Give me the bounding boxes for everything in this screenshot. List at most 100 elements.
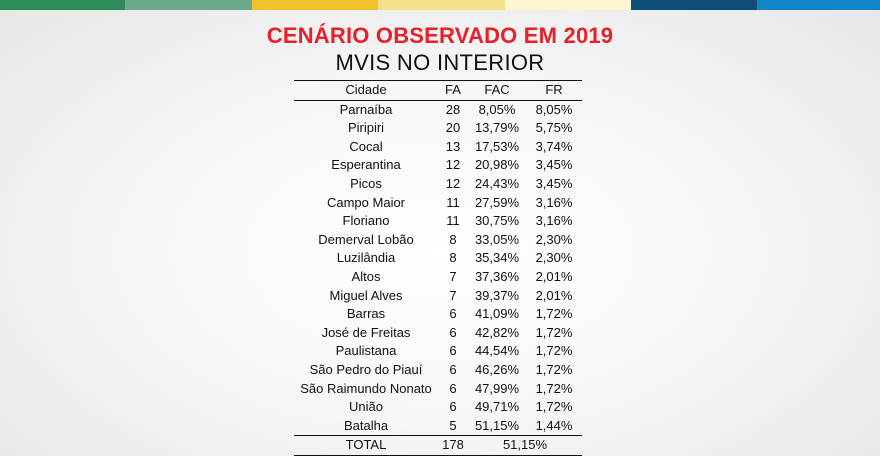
cell-fac: 42,82% bbox=[474, 324, 520, 340]
cell-fa: 12 bbox=[445, 175, 461, 191]
cell-fac: 41,09% bbox=[474, 306, 520, 322]
table-row: União 6 49,71% 1,72% bbox=[294, 398, 582, 417]
cell-fa: 6 bbox=[449, 380, 457, 396]
total-value: 51,15% bbox=[468, 435, 582, 456]
cell-fr: 2,01% bbox=[535, 287, 573, 303]
cell-fac: 27,59% bbox=[474, 194, 520, 210]
cell-fac: 13,79% bbox=[474, 120, 520, 136]
cell-city: Batalha bbox=[343, 417, 389, 433]
cell-city: São Pedro do Piauí bbox=[309, 361, 423, 377]
cell-fr: 3,74% bbox=[535, 138, 573, 154]
header-fac: FAC bbox=[468, 80, 526, 101]
page-title: CENÁRIO OBSERVADO EM 2019 bbox=[266, 23, 614, 48]
cell-city: Altos bbox=[351, 268, 381, 284]
top-bar-segment bbox=[378, 0, 505, 10]
table-header-row: Cidade FA FAC FR bbox=[294, 80, 582, 101]
cell-city: Cocal bbox=[349, 138, 383, 154]
top-bar-segment bbox=[0, 0, 125, 10]
cell-city: Luzilândia bbox=[336, 250, 396, 266]
table-row: São Raimundo Nonato 6 47,99% 1,72% bbox=[294, 380, 582, 399]
cell-fr: 1,72% bbox=[535, 324, 573, 340]
cell-fa: 20 bbox=[445, 120, 461, 136]
total-row: TOTAL 178 51,15% bbox=[294, 435, 582, 456]
cell-city: São Raimundo Nonato bbox=[300, 380, 432, 396]
cell-fa: 8 bbox=[449, 250, 457, 266]
page-subtitle: MVIS NO INTERIOR bbox=[335, 50, 545, 75]
cell-fr: 3,45% bbox=[535, 175, 573, 191]
cell-fac: 33,05% bbox=[474, 231, 520, 247]
cell-fac: 44,54% bbox=[474, 343, 520, 359]
frequency-table: Cidade FA FAC FR Parnaíba 28 8,05% 8,05% Pir… bbox=[294, 80, 582, 456]
cell-fa: 7 bbox=[449, 268, 457, 284]
table-row: Cocal 13 17,53% 3,74% bbox=[294, 138, 582, 157]
cell-city: Demerval Lobão bbox=[318, 231, 414, 247]
cell-city: Miguel Alves bbox=[329, 287, 403, 303]
total-label: TOTAL bbox=[294, 435, 438, 456]
cell-fr: 2,30% bbox=[535, 250, 573, 266]
table-row: Parnaíba 28 8,05% 8,05% bbox=[294, 100, 582, 119]
table-row: Picos 12 24,43% 3,45% bbox=[294, 175, 582, 194]
header-city: Cidade bbox=[294, 80, 438, 101]
cell-fac: 46,26% bbox=[474, 361, 520, 377]
table-row: São Pedro do Piauí 6 46,26% 1,72% bbox=[294, 361, 582, 380]
table-row: Barras 6 41,09% 1,72% bbox=[294, 305, 582, 324]
table-row: Altos 7 37,36% 2,01% bbox=[294, 268, 582, 287]
cell-fa: 6 bbox=[449, 324, 457, 340]
cell-city: Picos bbox=[350, 175, 382, 191]
cell-fac: 8,05% bbox=[478, 101, 516, 117]
cell-fr: 3,16% bbox=[535, 213, 573, 229]
cell-fac: 51,15% bbox=[474, 417, 520, 433]
cell-fr: 2,01% bbox=[535, 268, 573, 284]
cell-fr: 8,05% bbox=[535, 101, 573, 117]
cell-fr: 1,72% bbox=[535, 343, 573, 359]
cell-fa: 7 bbox=[449, 287, 457, 303]
cell-city: Esperantina bbox=[331, 157, 401, 173]
table-body: Parnaíba 28 8,05% 8,05% Piripiri 20 13,79% 5,75… bbox=[294, 100, 582, 436]
cell-fac: 20,98% bbox=[474, 157, 520, 173]
table-row: Demerval Lobão 8 33,05% 2,30% bbox=[294, 231, 582, 250]
cell-city: Parnaíba bbox=[339, 101, 393, 117]
cell-fa: 28 bbox=[445, 101, 461, 117]
table-row: José de Freitas 6 42,82% 1,72% bbox=[294, 324, 582, 343]
table-row: Piripiri 20 13,79% 5,75% bbox=[294, 119, 582, 138]
top-color-bar bbox=[0, 0, 880, 10]
cell-fr: 1,44% bbox=[535, 417, 573, 433]
cell-fa: 5 bbox=[449, 417, 457, 433]
cell-fac: 37,36% bbox=[474, 268, 520, 284]
top-bar-segment bbox=[505, 0, 631, 10]
cell-fac: 49,71% bbox=[474, 399, 520, 415]
table-row: Campo Maior 11 27,59% 3,16% bbox=[294, 194, 582, 213]
cell-fa: 11 bbox=[446, 213, 460, 229]
cell-fr: 1,72% bbox=[535, 380, 573, 396]
cell-fa: 12 bbox=[445, 157, 461, 173]
cell-city: Campo Maior bbox=[326, 194, 406, 210]
cell-fa: 6 bbox=[449, 306, 457, 322]
top-bar-segment bbox=[631, 0, 757, 10]
cell-city: Piripiri bbox=[347, 120, 385, 136]
cell-city: José de Freitas bbox=[321, 324, 411, 340]
header-fr: FR bbox=[526, 80, 582, 101]
cell-fac: 30,75% bbox=[474, 213, 520, 229]
table-row: Luzilândia 8 35,34% 2,30% bbox=[294, 249, 582, 268]
cell-fa: 13 bbox=[445, 138, 461, 154]
cell-fa: 8 bbox=[449, 231, 457, 247]
cell-fac: 24,43% bbox=[474, 175, 520, 191]
cell-fac: 17,53% bbox=[474, 138, 520, 154]
cell-fa: 6 bbox=[449, 399, 457, 415]
table-row: Esperantina 12 20,98% 3,45% bbox=[294, 156, 582, 175]
cell-city: Paulistana bbox=[335, 343, 397, 359]
header-fa: FA bbox=[438, 80, 468, 101]
cell-fr: 3,16% bbox=[535, 194, 573, 210]
top-bar-segment bbox=[252, 0, 378, 10]
cell-fac: 39,37% bbox=[474, 287, 520, 303]
cell-fr: 2,30% bbox=[535, 231, 573, 247]
cell-city: União bbox=[349, 399, 383, 415]
table-row: Batalha 5 51,15% 1,44% bbox=[294, 417, 582, 436]
cell-fr: 3,45% bbox=[535, 157, 573, 173]
total-fa: 178 bbox=[438, 435, 468, 456]
cell-fr: 5,75% bbox=[535, 120, 573, 136]
cell-fa: 11 bbox=[446, 194, 460, 210]
top-bar-segment bbox=[125, 0, 252, 10]
cell-city: Floriano bbox=[342, 213, 390, 229]
cell-fr: 1,72% bbox=[535, 361, 573, 377]
